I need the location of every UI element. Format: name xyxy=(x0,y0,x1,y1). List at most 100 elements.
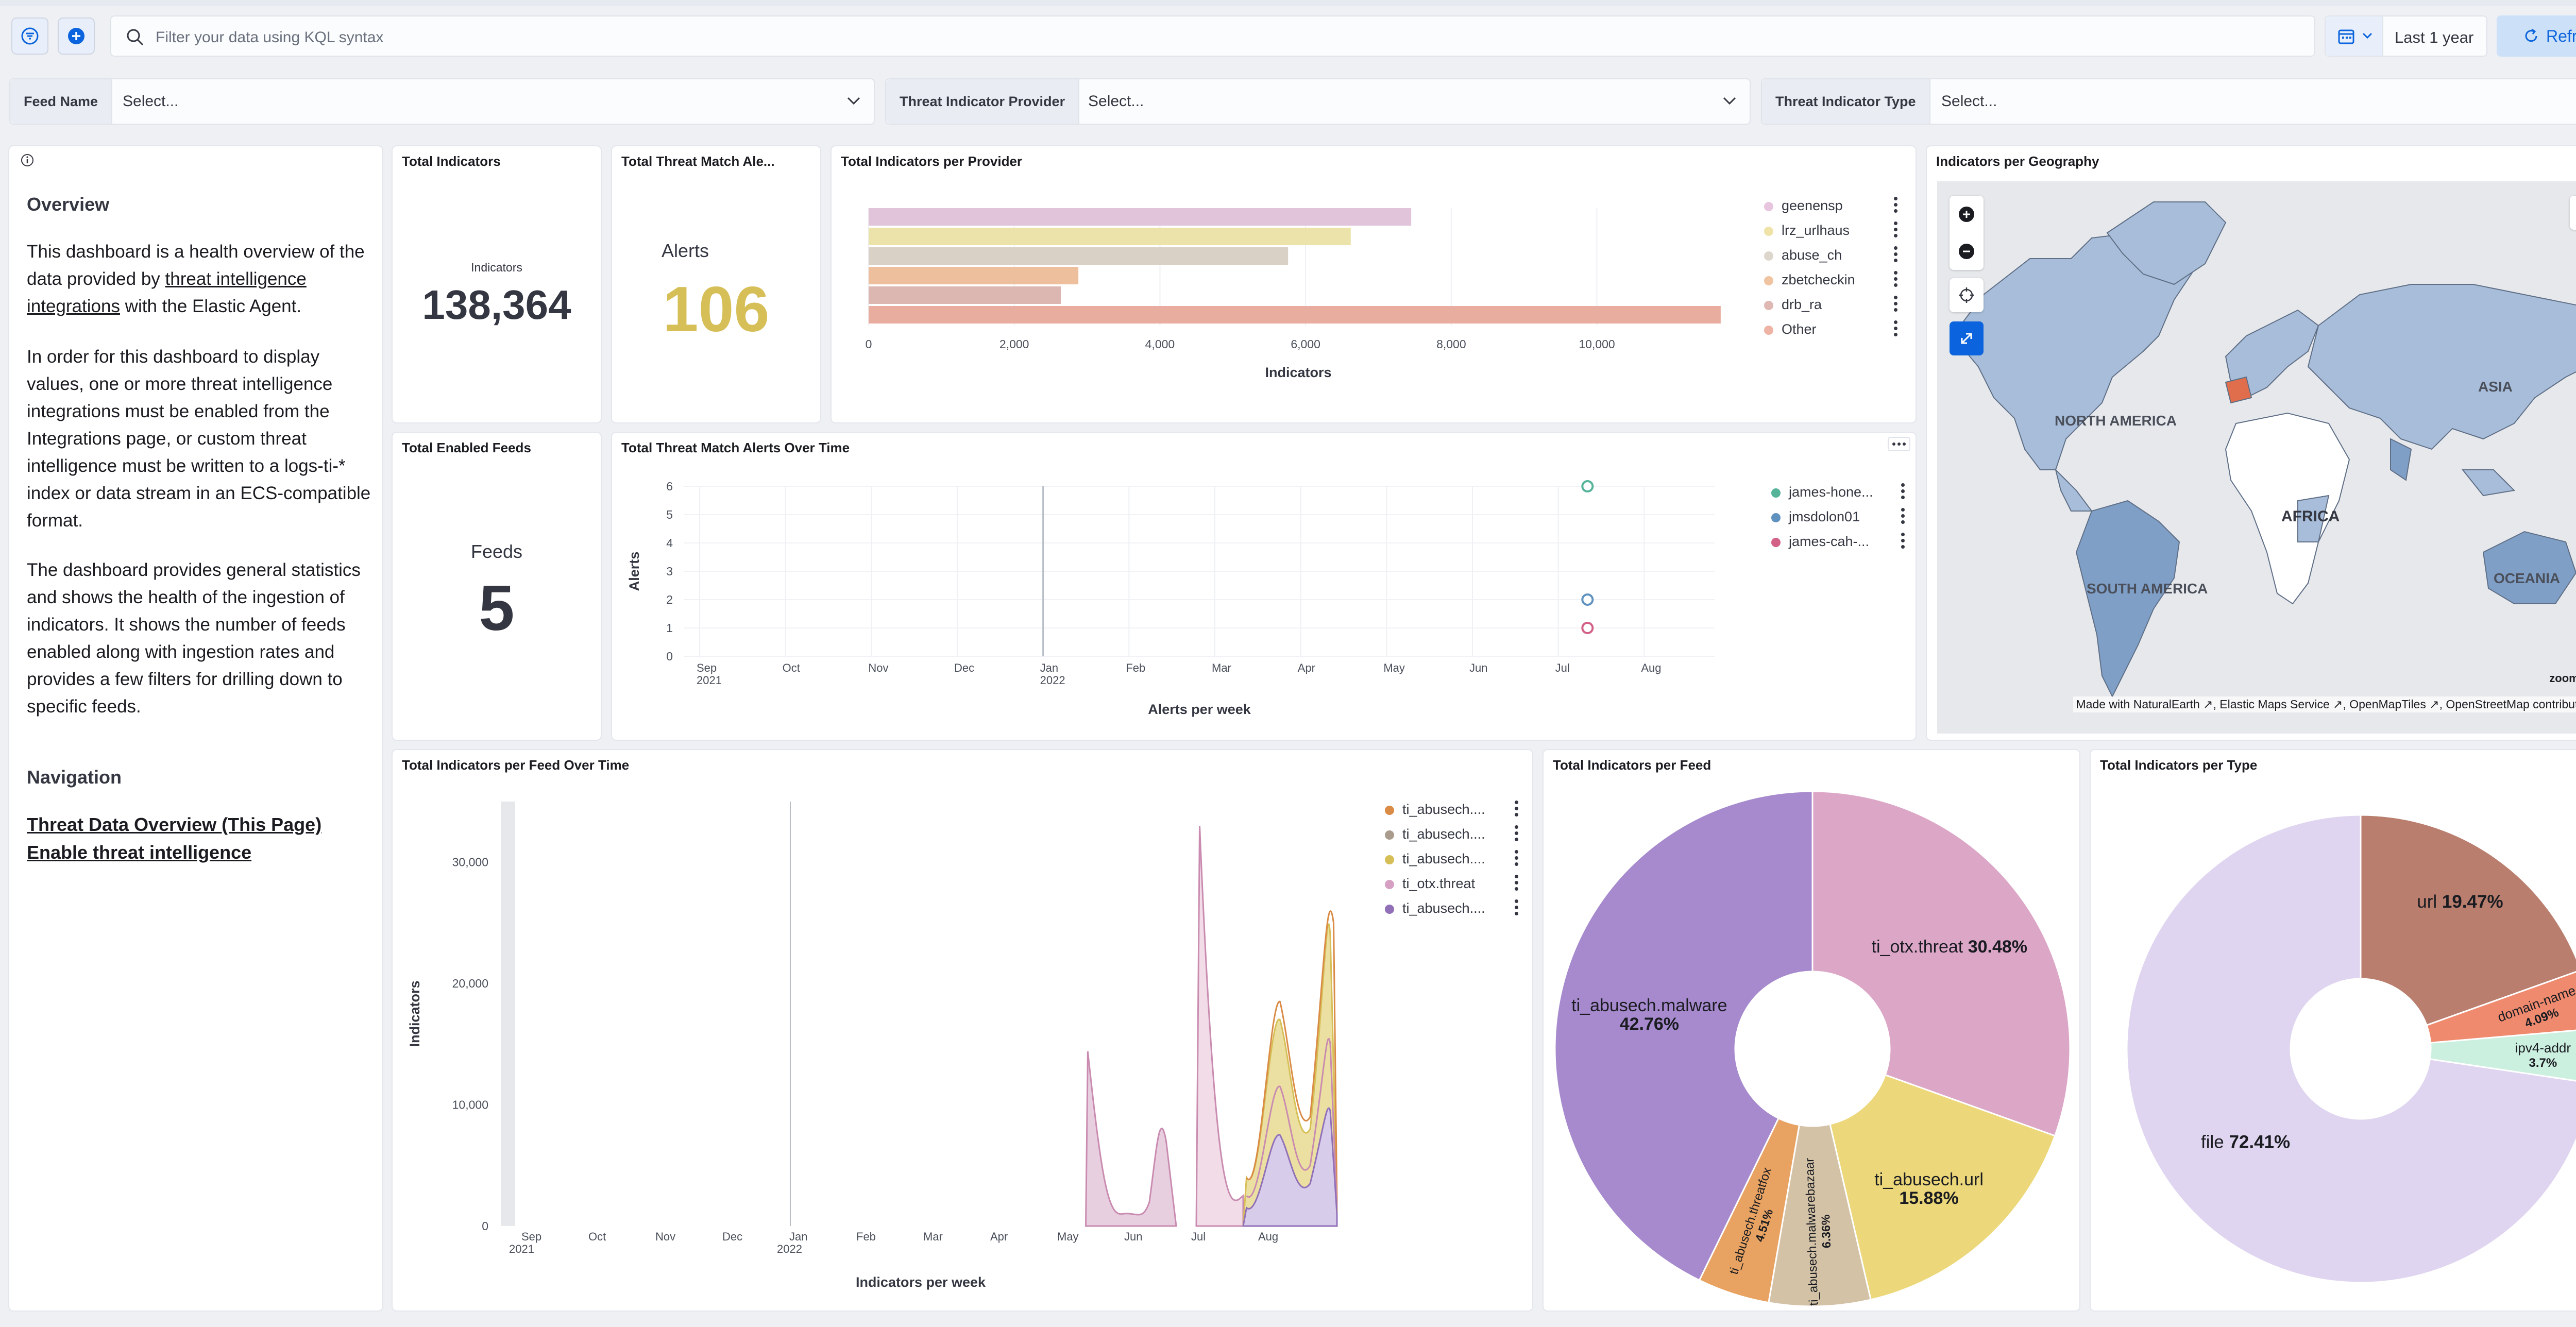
legend-dot xyxy=(1764,201,1773,211)
legend-label: ti_abusech.... xyxy=(1402,851,1485,866)
line-series[interactable] xyxy=(1246,1037,1338,1208)
greenland-shape xyxy=(2106,201,2227,285)
area-series[interactable] xyxy=(1084,1051,1177,1227)
pie-slice[interactable] xyxy=(2426,970,2576,1044)
legend-dot xyxy=(1771,513,1781,522)
pie-slice[interactable] xyxy=(1554,790,1814,1282)
set-view-button[interactable] xyxy=(1950,278,1984,312)
legend-item[interactable]: ti_abusech.... xyxy=(1385,851,1485,867)
panel-options-button[interactable] xyxy=(1888,437,1910,451)
panel-title: Total Indicators per Type xyxy=(2100,757,2258,773)
line-series[interactable] xyxy=(1246,910,1338,1202)
pie-slice[interactable] xyxy=(1768,1123,1872,1307)
legend-item[interactable]: james-hone... xyxy=(1771,484,1873,500)
threat-indicator-provider-filter[interactable]: Threat Indicator Provider Select... xyxy=(885,78,1751,125)
attribution-link[interactable]: Elastic Maps Service xyxy=(2219,697,2330,711)
legend-label: zbetcheckin xyxy=(1782,272,1855,287)
nav-link-enable-threat-intelligence[interactable]: Enable threat intelligence xyxy=(27,842,252,863)
legend-options-icon[interactable] xyxy=(1515,801,1519,817)
legend-item[interactable]: ti_abusech.... xyxy=(1385,802,1485,818)
data-point[interactable] xyxy=(1581,480,1594,492)
attribution-link[interactable]: Made with NaturalEarth xyxy=(2076,697,2200,711)
pie-slice[interactable] xyxy=(1811,790,2071,1137)
legend-item[interactable]: Other xyxy=(1764,321,1817,337)
legend-options-icon[interactable] xyxy=(1894,222,1898,238)
filter-icon xyxy=(21,27,39,45)
legend-options-icon[interactable] xyxy=(1901,508,1905,524)
quick-menu-button[interactable] xyxy=(2326,16,2383,56)
refresh-button[interactable]: Refresh xyxy=(2497,15,2576,57)
data-point[interactable] xyxy=(1581,593,1594,606)
x-tick-label: Jun xyxy=(1469,661,1487,674)
slice-percent: 6.36% xyxy=(1819,1214,1833,1248)
legend-item[interactable]: abuse_ch xyxy=(1764,247,1842,263)
nav-link-threat-data-overview[interactable]: Threat Data Overview (This Page) xyxy=(27,814,322,835)
feed-name-filter[interactable]: Feed Name Select... xyxy=(9,78,875,125)
provider-bar-chart: 0 2,000 4,000 6,000 8,000 10,000 Indicators xyxy=(866,208,1721,380)
indicators-per-feed-panel: Total Indicators per Feed ti_otx.threat … xyxy=(1543,749,2080,1312)
zoom-in-button[interactable] xyxy=(1950,196,1984,233)
bar[interactable] xyxy=(869,208,1412,226)
area-series[interactable] xyxy=(1242,1107,1338,1227)
x-axis-label: Alerts per week xyxy=(1148,702,1251,717)
pie-slice[interactable] xyxy=(1829,1074,2056,1301)
x-tick-label: 2,000 xyxy=(999,337,1029,351)
pie-slice[interactable] xyxy=(2360,814,2576,1027)
bar[interactable] xyxy=(869,228,1351,245)
legend-options-icon[interactable] xyxy=(1894,271,1898,287)
legend-options-icon[interactable] xyxy=(1515,875,1519,891)
x-tick-label: 0 xyxy=(866,337,872,351)
panel-title: Total Indicators xyxy=(402,154,501,169)
legend-item[interactable]: zbetcheckin xyxy=(1764,272,1855,288)
legend-options-icon[interactable] xyxy=(1515,825,1519,842)
legend-dot xyxy=(1764,325,1773,335)
asia-shape xyxy=(2307,284,2576,450)
kql-search-bar[interactable]: Filter your data using KQL syntax xyxy=(110,15,2315,57)
zoom-out-button[interactable] xyxy=(1950,233,1984,270)
add-filter-button[interactable] xyxy=(58,18,95,55)
pie-slice[interactable] xyxy=(2126,814,2576,1284)
zoom-level: zoom: 0.14 xyxy=(2549,672,2576,685)
legend-item[interactable]: ti_abusech.... xyxy=(1385,900,1485,916)
search-placeholder: Filter your data using KQL syntax xyxy=(156,29,384,46)
threat-intelligence-integrations-link[interactable]: threat intelligence integrations xyxy=(27,269,307,316)
x-tick-label: Jul xyxy=(1191,1230,1206,1243)
attribution-link[interactable]: OpenStreetMap contributors xyxy=(2446,697,2576,711)
attribution-link[interactable]: OpenMapTiles xyxy=(2349,697,2426,711)
bar[interactable] xyxy=(869,286,1061,304)
total-threat-match-alerts-panel: Total Threat Match Ale... Alerts 106 xyxy=(611,145,821,423)
filter-options-button[interactable] xyxy=(11,18,48,55)
legend-item[interactable]: geenensp xyxy=(1764,198,1843,214)
bar[interactable] xyxy=(869,306,1721,324)
legend-options-icon[interactable] xyxy=(1901,483,1905,500)
legend-item[interactable]: jmsdolon01 xyxy=(1771,509,1860,525)
world-map: NORTH AMERICA AFRICA SOUTH AMERICA ASIA … xyxy=(1952,201,2576,698)
map-canvas[interactable]: NORTH AMERICA AFRICA SOUTH AMERICA ASIA … xyxy=(1937,181,2576,734)
legend-dot xyxy=(1764,276,1773,285)
legend-options-icon[interactable] xyxy=(1894,197,1898,213)
date-picker[interactable]: Last 1 year xyxy=(2325,15,2487,57)
legend-item[interactable]: james-cah-... xyxy=(1771,534,1869,550)
legend-item[interactable]: ti_abusech.... xyxy=(1385,826,1485,842)
india-shape xyxy=(2390,438,2412,481)
legend-item[interactable]: drb_ra xyxy=(1764,297,1822,313)
legend-item[interactable]: lrz_urlhaus xyxy=(1764,223,1850,239)
continent-label: NORTH AMERICA xyxy=(2055,413,2177,429)
legend-options-icon[interactable] xyxy=(1515,899,1519,916)
legend-options-icon[interactable] xyxy=(1515,850,1519,866)
legend-options-icon[interactable] xyxy=(1894,246,1898,263)
legend-options-icon[interactable] xyxy=(1894,296,1898,312)
area-series[interactable] xyxy=(1195,826,1244,1227)
indicators-per-type-panel: Total Indicators per Type url 19.47% doma… xyxy=(2090,749,2576,1312)
fit-to-data-button[interactable] xyxy=(1950,321,1984,355)
data-point[interactable] xyxy=(1581,622,1594,634)
bar[interactable] xyxy=(869,267,1079,284)
threat-indicator-type-filter[interactable]: Threat Indicator Type Select... xyxy=(1761,78,2576,125)
pie-slice[interactable] xyxy=(2429,1029,2576,1083)
layer-control-button[interactable] xyxy=(2570,196,2576,230)
bar[interactable] xyxy=(869,247,1289,265)
legend-options-icon[interactable] xyxy=(1901,533,1905,549)
legend-item[interactable]: ti_otx.threat xyxy=(1385,876,1475,892)
legend-options-icon[interactable] xyxy=(1894,320,1898,337)
